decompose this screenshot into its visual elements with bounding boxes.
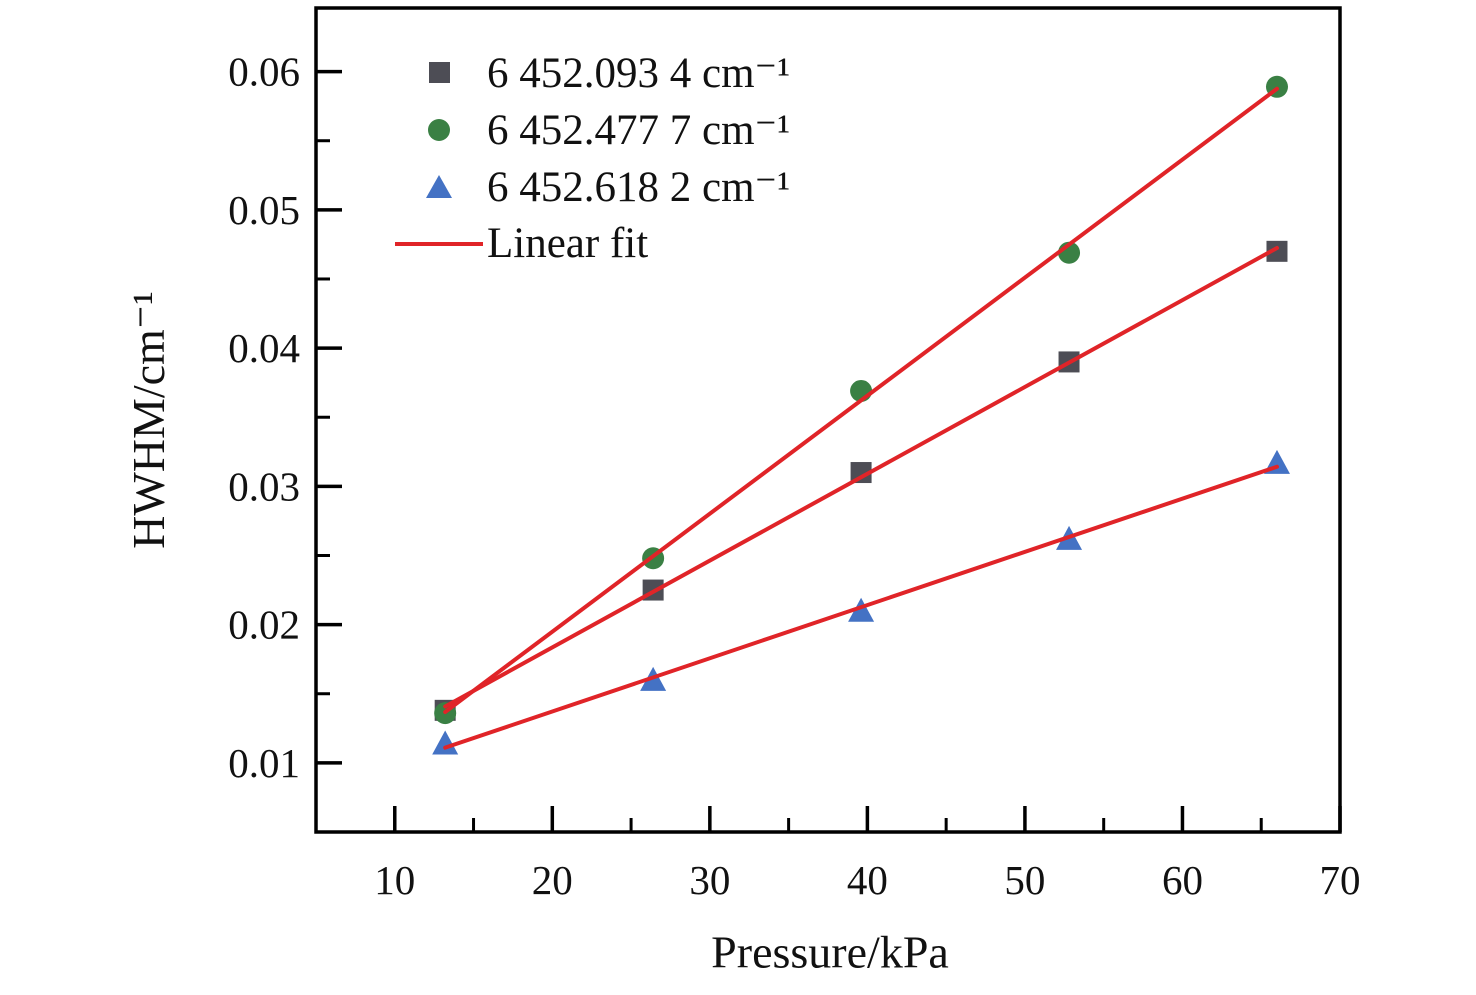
square-marker-icon <box>428 62 450 83</box>
x-tick-label: 40 <box>847 857 888 903</box>
legend-item-linear-fit: Linear fit <box>393 215 790 272</box>
y-tick-label: 0.03 <box>228 463 300 509</box>
x-tick-label: 70 <box>1320 857 1361 903</box>
legend-item: 6 452.618 2 cm⁻¹ <box>393 158 790 215</box>
x-axis-label: Pressure/kPa <box>711 926 949 978</box>
legend-item: 6 452.093 4 cm⁻¹ <box>393 44 790 101</box>
y-tick-label: 0.05 <box>228 187 300 233</box>
y-tick-label: 0.01 <box>228 740 300 786</box>
y-tick-label: 0.02 <box>228 602 300 648</box>
legend-item: 6 452.477 7 cm⁻¹ <box>393 101 790 158</box>
plot-border <box>314 6 1342 834</box>
data-point-square <box>1266 240 1288 262</box>
x-tick-label: 30 <box>689 857 730 903</box>
legend-label: 6 452.477 7 cm⁻¹ <box>487 106 791 154</box>
y-tick-label: 0.06 <box>228 49 300 95</box>
legend-marker-cell <box>393 62 485 83</box>
legend-label: 6 452.093 4 cm⁻¹ <box>487 49 791 97</box>
triangle-marker-icon <box>426 175 452 198</box>
fit-line-icon <box>395 241 483 246</box>
y-tick-label: 0.04 <box>228 325 300 371</box>
data-point-triangle <box>432 730 459 755</box>
data-point-triangle <box>848 597 875 622</box>
x-tick-label: 50 <box>1004 857 1045 903</box>
legend-label: 6 452.618 2 cm⁻¹ <box>487 163 791 211</box>
linear-fit-line <box>443 464 1279 750</box>
data-point-square <box>850 462 872 484</box>
legend-marker-cell <box>393 175 485 198</box>
legend-marker-cell <box>393 241 485 246</box>
x-tick-label: 10 <box>374 857 415 903</box>
x-tick-label: 20 <box>532 857 573 903</box>
circle-marker-icon <box>428 118 450 141</box>
x-tick-label: 60 <box>1162 857 1203 903</box>
legend-marker-cell <box>393 118 485 141</box>
legend-label: Linear fit <box>487 220 649 267</box>
linear-fit-line <box>443 86 1279 714</box>
y-axis-label: HWHM/cm⁻¹ <box>123 291 174 549</box>
legend: 6 452.093 4 cm⁻¹ 6 452.477 7 cm⁻¹ 6 452.61… <box>393 44 790 272</box>
linear-fit-line <box>443 246 1279 709</box>
